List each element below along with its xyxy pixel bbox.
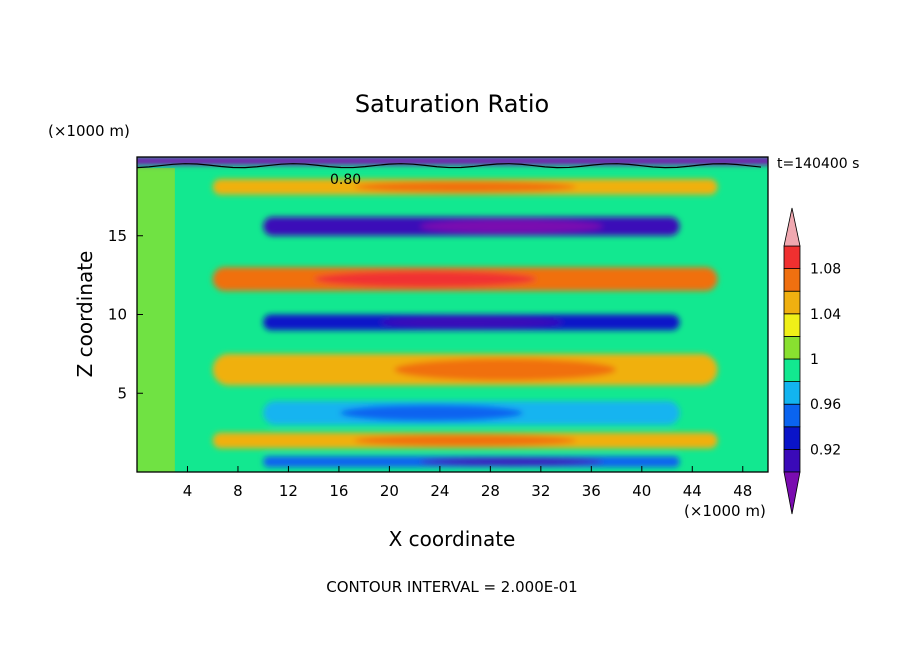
field-layers bbox=[137, 157, 768, 468]
field-core bbox=[419, 219, 604, 233]
y-tick-label: 15 bbox=[108, 227, 127, 245]
field-core bbox=[419, 457, 604, 466]
field-layer bbox=[137, 157, 768, 165]
field-core bbox=[339, 404, 524, 422]
y-tick-label: 5 bbox=[117, 384, 127, 402]
field-core bbox=[314, 270, 537, 288]
colorbar: 0.92 0.96 1 1.04 1.08 bbox=[783, 207, 841, 515]
x-tick-label: 8 bbox=[233, 482, 243, 500]
colorbar-swatch bbox=[783, 268, 801, 292]
x-tick-label: 4 bbox=[183, 482, 193, 500]
x-tick-label: 32 bbox=[531, 482, 550, 500]
y-tick-label: 10 bbox=[108, 306, 127, 324]
field-core bbox=[354, 181, 577, 193]
colorbar-swatch bbox=[783, 358, 801, 383]
field-core bbox=[394, 358, 617, 381]
colorbar-swatch bbox=[783, 426, 801, 450]
colorbar-swatch bbox=[783, 381, 801, 405]
x-unit-label: (×1000 m) bbox=[684, 502, 766, 520]
x-tick-label: 24 bbox=[430, 482, 449, 500]
y-axis-ticks: 5 10 15 bbox=[108, 227, 143, 402]
x-tick-label: 44 bbox=[683, 482, 702, 500]
x-tick-label: 20 bbox=[380, 482, 399, 500]
x-tick-label: 48 bbox=[733, 482, 752, 500]
colorbar-label: 1.04 bbox=[810, 307, 841, 323]
x-tick-label: 36 bbox=[582, 482, 601, 500]
colorbar-swatch bbox=[783, 290, 801, 315]
y-unit-label: (×1000 m) bbox=[48, 122, 130, 140]
colorbar-swatch bbox=[783, 335, 801, 360]
colorbar-label: 1 bbox=[810, 352, 819, 368]
x-tick-label: 12 bbox=[279, 482, 298, 500]
contour-label: 0.80 bbox=[330, 172, 361, 188]
plot-area bbox=[137, 157, 768, 472]
colorbar-label: 0.92 bbox=[810, 442, 841, 458]
colorbar-label: 1.08 bbox=[810, 262, 841, 278]
colorbar-swatch bbox=[783, 448, 801, 473]
y-axis-label: Z coordinate bbox=[73, 251, 97, 378]
contour-interval-footer: CONTOUR INTERVAL = 2.000E-01 bbox=[326, 578, 577, 596]
x-tick-label: 40 bbox=[632, 482, 651, 500]
colorbar-bottom-arrow bbox=[783, 471, 801, 515]
x-tick-label: 28 bbox=[481, 482, 500, 500]
x-axis-label: X coordinate bbox=[389, 527, 516, 551]
field-left-band bbox=[137, 168, 175, 472]
colorbar-top-arrow bbox=[783, 207, 801, 247]
colorbar-label: 0.96 bbox=[810, 397, 841, 413]
contour-line-0-80 bbox=[137, 163, 762, 169]
field-core bbox=[354, 434, 577, 447]
time-label: t=140400 s bbox=[777, 156, 859, 172]
chart-title: Saturation Ratio bbox=[355, 90, 549, 118]
field-core bbox=[379, 316, 564, 328]
x-axis-ticks: 4 8 12 16 20 24 28 32 36 40 44 48 bbox=[183, 466, 752, 500]
colorbar-swatch bbox=[783, 403, 801, 428]
x-tick-label: 16 bbox=[329, 482, 348, 500]
colorbar-swatch bbox=[783, 245, 801, 270]
colorbar-swatch bbox=[783, 313, 801, 337]
